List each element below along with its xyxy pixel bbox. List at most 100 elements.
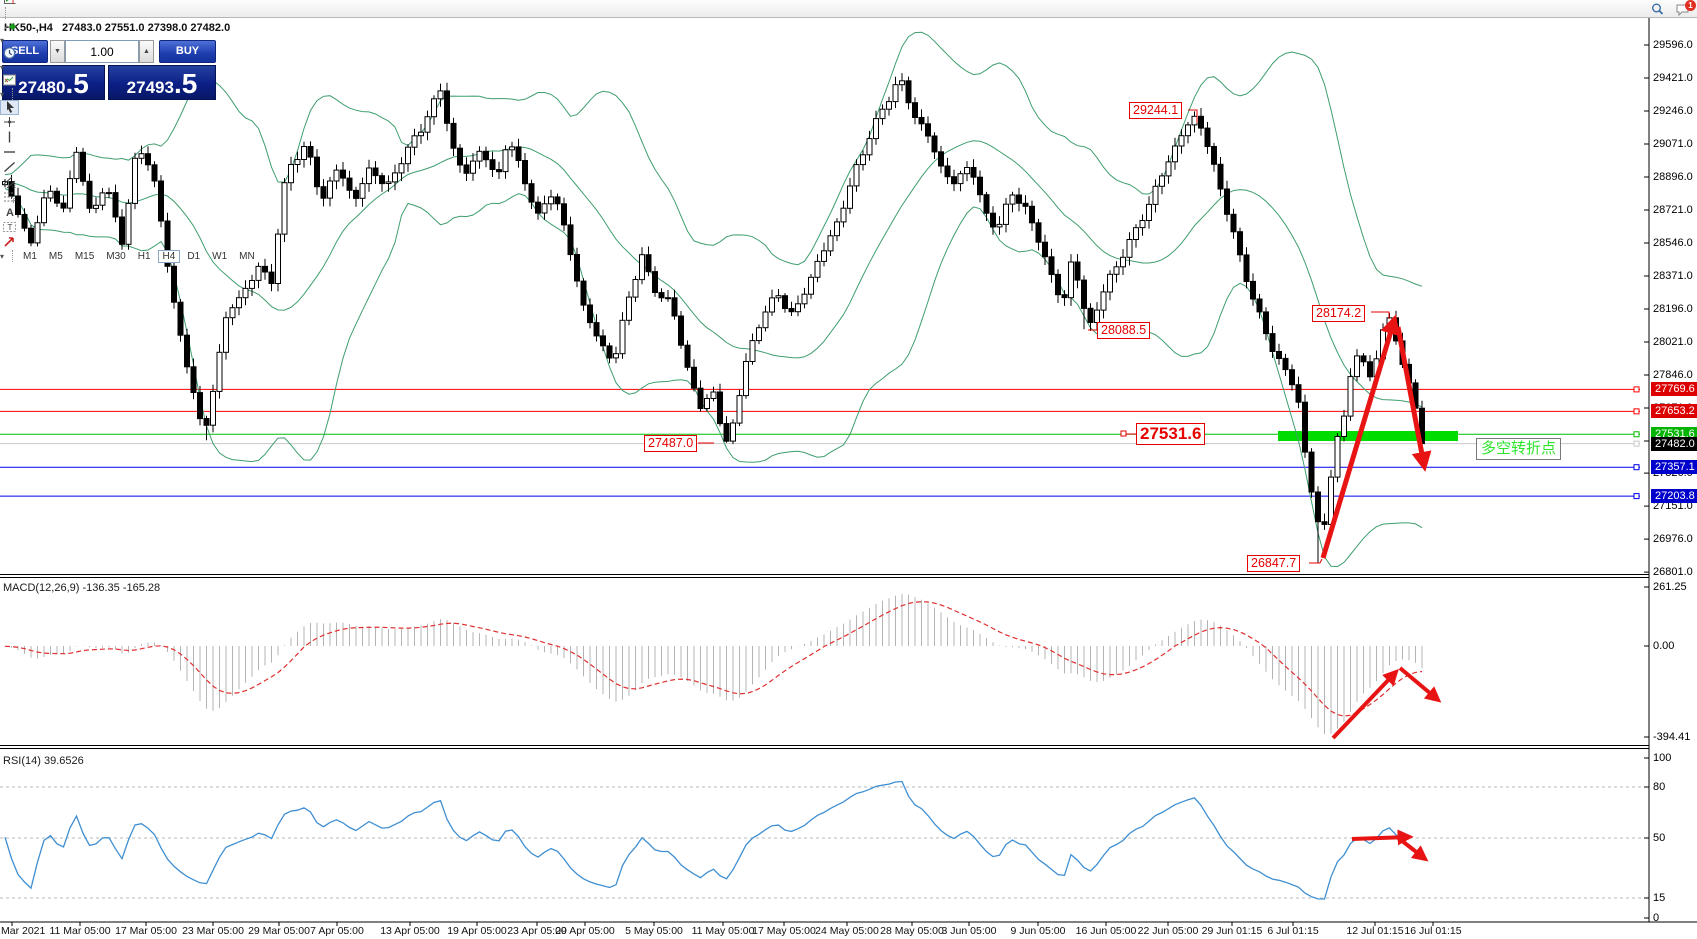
horizontal-level-lines[interactable]: [0, 386, 1640, 500]
symbol-period-label: HK50-,H4: [4, 22, 53, 34]
timeframe-button-m30[interactable]: M30: [106, 250, 126, 262]
buy-button[interactable]: BUY: [159, 40, 216, 63]
toolbar-group-grip: [5, 6, 6, 19]
price-level-label: 27769.6: [1651, 382, 1697, 397]
timeframe-button-h4[interactable]: H4: [157, 249, 181, 263]
red-trend-arrow[interactable]: [1395, 326, 1432, 472]
volume-increase-button[interactable]: ▲: [139, 40, 154, 63]
timeframe-button-d1[interactable]: D1: [187, 250, 201, 262]
arrows-icon[interactable]: [0, 235, 19, 250]
time-axis-label: 22 Jun 05:00: [1137, 925, 1199, 937]
rsi-axis-tick: 80: [1653, 781, 1666, 793]
templates-dropdown[interactable]: ▾: [0, 89, 5, 99]
trendline-icon[interactable]: [0, 160, 19, 175]
time-axis-label: 11 May 05:00: [691, 925, 755, 937]
time-axis-label: 19 Apr 05:00: [447, 925, 507, 937]
time-axis-label: 23 Mar 05:00: [182, 925, 244, 937]
timeframe-button-m15[interactable]: M15: [74, 250, 95, 262]
volume-decrease-button[interactable]: ▼: [50, 40, 65, 63]
channel-icon[interactable]: E: [0, 175, 19, 190]
price-annotation[interactable]: 28088.5: [1097, 322, 1151, 339]
text-icon[interactable]: A: [0, 205, 19, 220]
red-trend-arrow[interactable]: [1331, 668, 1399, 740]
sell-price-frac: .5: [65, 68, 89, 99]
macd-axis-tick: -394.41: [1653, 731, 1691, 743]
time-axis-label: 6 Jul 01:15: [1267, 925, 1319, 937]
indicators-dropdown[interactable]: ▾: [0, 35, 5, 45]
price-level-label: 27203.8: [1651, 489, 1697, 504]
time-axis-label: 28 May 05:00: [880, 925, 944, 937]
sell-price-box[interactable]: 27480.5: [2, 65, 105, 100]
timeframe-button-w1[interactable]: W1: [212, 250, 228, 262]
templates-icon[interactable]: [0, 73, 19, 88]
price-annotation[interactable]: 27531.6: [1136, 423, 1206, 445]
time-axis-label: 16 Jul 01:15: [1404, 925, 1462, 937]
bollinger-bands: [4, 31, 1423, 568]
time-axis-label: 11 Mar 05:00: [49, 925, 111, 937]
note-box[interactable]: 多空转折点: [1476, 438, 1562, 460]
horizontal-line-icon[interactable]: [0, 145, 19, 160]
toolbar-group-grip: [12, 249, 14, 262]
red-trend-arrow[interactable]: [1398, 666, 1442, 703]
periods-dropdown[interactable]: ▾: [0, 62, 5, 72]
timeframe-button-mn[interactable]: MN: [239, 250, 255, 262]
buy-price-frac: .5: [173, 68, 198, 99]
fibonacci-icon[interactable]: F: [0, 190, 19, 205]
price-annotation[interactable]: 26847.7: [1247, 555, 1301, 572]
vertical-line-icon[interactable]: [0, 130, 19, 145]
timeframe-button-m1[interactable]: M1: [23, 250, 37, 262]
red-trend-arrow[interactable]: [1320, 314, 1400, 559]
time-axis-label: 5 May 05:00: [625, 925, 683, 937]
arrows-dropdown[interactable]: ▾: [0, 251, 5, 261]
price-level-label: 27357.1: [1651, 460, 1697, 475]
time-axis-label: Mar 2021: [1, 925, 46, 937]
time-axis-label: 13 Apr 05:00: [380, 925, 440, 937]
time-axis-label: 24 May 05:00: [815, 925, 879, 937]
sell-button[interactable]: SELL: [2, 40, 48, 63]
volume-input[interactable]: [65, 40, 139, 63]
price-axis-tick: 28896.0: [1653, 170, 1693, 183]
price-level-label: 27482.0: [1651, 436, 1697, 451]
time-axis-label: 17 May 05:00: [752, 925, 816, 937]
annotation-connectors: [698, 109, 1390, 564]
red-trend-arrow[interactable]: [1395, 835, 1429, 862]
time-axis-label: 12 Jul 01:15: [1346, 925, 1404, 937]
price-annotation[interactable]: 28174.2: [1312, 305, 1366, 322]
rsi-label: RSI(14) 39.6526: [3, 755, 84, 767]
chat-icon[interactable]: 1: [1673, 0, 1696, 16]
macd-axis-tick: 261.25: [1653, 581, 1687, 593]
toolbar-right: 1: [1645, 0, 1696, 17]
timeframe-button-m5[interactable]: M5: [48, 250, 63, 262]
time-axis-label: 29 Jun 01:15: [1201, 925, 1263, 937]
price-annotation[interactable]: 29244.1: [1129, 102, 1183, 119]
price-axis-tick: 29071.0: [1653, 137, 1693, 150]
indicators-icon[interactable]: [0, 19, 19, 34]
price-axis-tick: 28546.0: [1653, 236, 1693, 249]
svg-text:T: T: [8, 223, 13, 232]
macd-indicator: [4, 594, 1423, 734]
periods-icon[interactable]: [0, 46, 19, 61]
buy-price-box[interactable]: 27493.5: [108, 65, 216, 100]
text-label-icon[interactable]: T: [0, 220, 19, 235]
rsi-axis-tick: 15: [1653, 892, 1666, 904]
crosshair-icon[interactable]: [0, 115, 19, 130]
price-axis-tick: 26976.0: [1653, 533, 1693, 546]
svg-text:F: F: [13, 199, 17, 204]
search-icon[interactable]: [1648, 1, 1667, 16]
chart-shift-icon[interactable]: [0, 0, 19, 7]
time-axis-label: 3 Jun 05:00: [941, 925, 997, 937]
timeframe-button-h1[interactable]: H1: [137, 250, 151, 262]
support-zone-bar[interactable]: [1278, 431, 1458, 441]
time-axis-label: 29 Mar 05:00: [248, 925, 310, 937]
trend-arrows[interactable]: [1320, 314, 1442, 862]
price-axis-tick: 28721.0: [1653, 203, 1693, 216]
time-axis-label: 16 Jun 05:00: [1075, 925, 1137, 937]
price-annotation[interactable]: 27487.0: [644, 435, 698, 452]
cursor-icon[interactable]: [0, 99, 19, 115]
time-axis-label: 7 Apr 05:00: [310, 925, 364, 937]
price-level-label: 27653.2: [1651, 404, 1697, 419]
